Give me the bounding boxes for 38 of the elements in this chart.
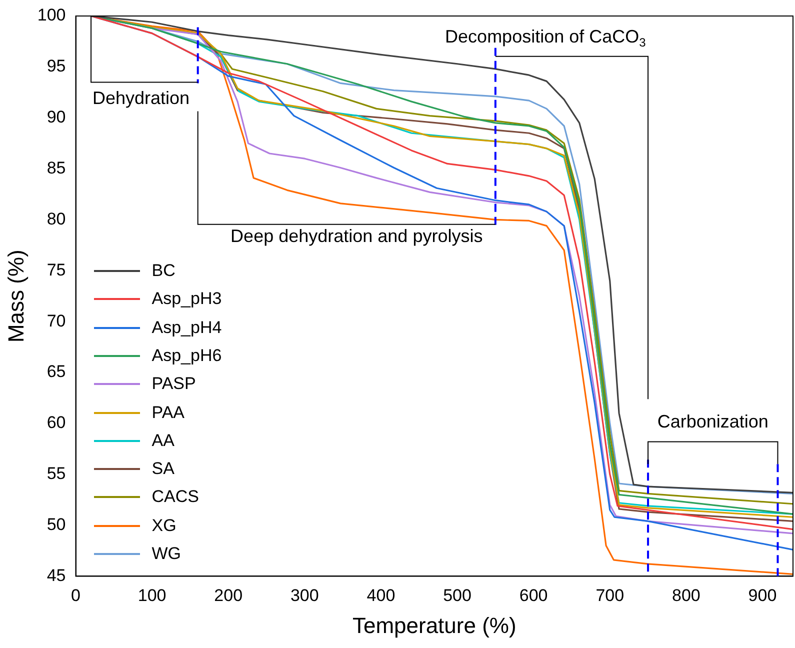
y-tick-label: 65: [46, 362, 66, 382]
x-tick-label: 400: [366, 586, 396, 606]
annotation: Dehydration: [92, 88, 190, 108]
legend-label: PAA: [152, 402, 185, 422]
legend-label: Asp_pH6: [152, 346, 222, 366]
y-tick-label: 45: [46, 566, 66, 585]
x-tick-label: 200: [214, 586, 243, 606]
legend-label: Asp_pH3: [152, 289, 222, 310]
x-tick-label: 600: [519, 586, 548, 606]
y-tick-label: 85: [46, 158, 66, 178]
x-tick-label: 500: [443, 586, 472, 606]
y-tick-label: 80: [46, 209, 66, 228]
y-tick-label: 75: [46, 260, 66, 280]
y-tick-label: 50: [46, 514, 66, 534]
y-axis-title: Mass (%): [3, 250, 28, 343]
legend-label: Asp_pH4: [152, 318, 222, 338]
x-axis-title: Temperature (%): [352, 612, 516, 638]
legend-label: BC: [152, 261, 176, 282]
y-tick-label: 90: [46, 108, 66, 127]
x-tick-label: 700: [596, 586, 624, 606]
legend-label: CACS: [152, 487, 199, 508]
y-tick-label: 70: [46, 311, 66, 330]
legend-label: XG: [152, 516, 176, 536]
legend-label: SA: [152, 459, 174, 480]
y-tick-label: 55: [46, 464, 66, 484]
x-tick-label: 100: [138, 586, 166, 606]
annotation: Carbonization: [657, 412, 768, 432]
y-tick-label: 60: [46, 413, 66, 432]
x-tick-label: 800: [672, 586, 700, 606]
legend-label: AA: [152, 430, 174, 451]
legend-label: PASP: [152, 374, 196, 394]
x-tick-label: 0: [71, 586, 80, 606]
annotation: Deep dehydration and pyrolysis: [230, 226, 483, 246]
x-tick-label: 900: [748, 586, 777, 606]
x-tick-label: 300: [290, 586, 319, 606]
y-tick-label: 100: [37, 6, 66, 25]
legend-label: WG: [152, 544, 182, 564]
y-tick-label: 95: [46, 56, 66, 76]
